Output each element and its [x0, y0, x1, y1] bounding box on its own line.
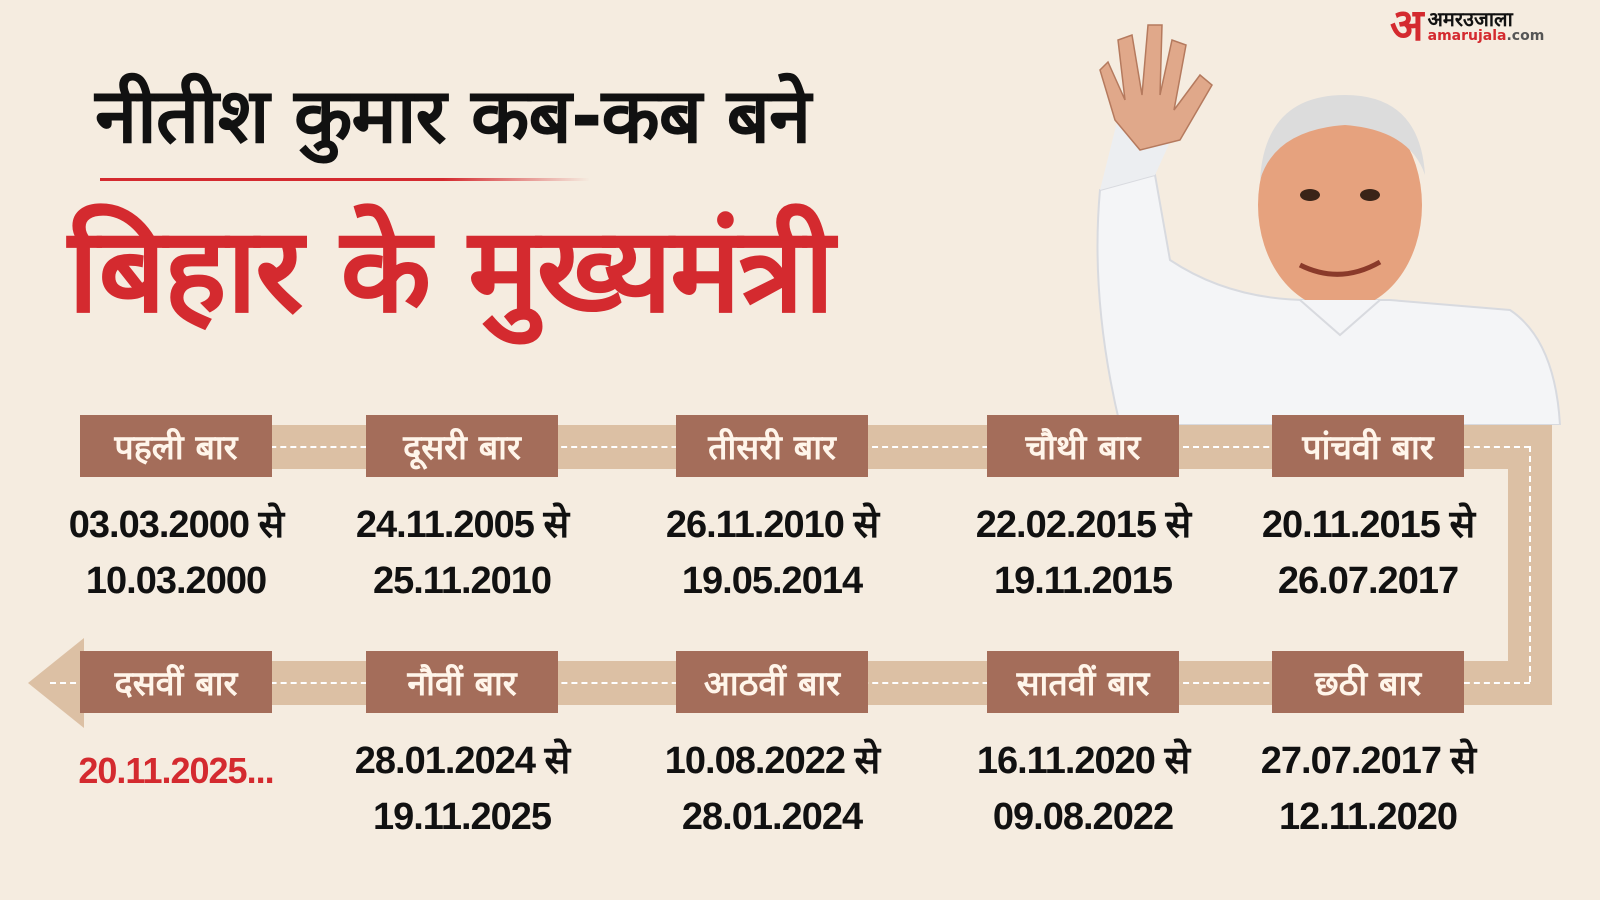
term-end-date: 19.11.2015	[993, 560, 1173, 602]
logo-tld: .com	[1506, 28, 1545, 44]
term-start-date: 27.07.2017 से	[1260, 740, 1476, 782]
term-dates: 20.11.2015 से 26.07.2017	[1238, 497, 1498, 609]
term-start-date: 28.01.2024 से	[354, 740, 570, 782]
term-label: चौथी बार	[987, 415, 1179, 477]
term-dates: 24.11.2005 से 25.11.2010	[332, 497, 592, 609]
term-label: सातवीं बार	[987, 651, 1179, 713]
term-start-date: 20.11.2025...	[78, 750, 274, 791]
term-dates: 22.02.2015 से 19.11.2015	[953, 497, 1213, 609]
term-end-date: 19.05.2014	[681, 560, 863, 602]
term-label: दसवीं बार	[80, 651, 272, 713]
term-label: छठी बार	[1272, 651, 1464, 713]
term-start-date: 03.03.2000 से	[68, 504, 284, 546]
term-end-date: 12.11.2020	[1278, 796, 1458, 838]
logo-name-english: amarujala.com	[1428, 29, 1545, 43]
term-start-date: 24.11.2005 से	[355, 504, 569, 546]
term-label: आठवीं बार	[676, 651, 868, 713]
logo-mark: अ	[1390, 0, 1424, 51]
term-dates: 16.11.2020 से 09.08.2022	[953, 733, 1213, 845]
term-dates: 28.01.2024 से 19.11.2025	[332, 733, 592, 845]
term-label: तीसरी बार	[676, 415, 868, 477]
term-end-date: 09.08.2022	[992, 796, 1174, 838]
term-start-date: 16.11.2020 से	[976, 740, 1190, 782]
headline-line1: नीतीश कुमार कब-कब बने	[95, 71, 811, 160]
term-dates: 27.07.2017 से 12.11.2020	[1238, 733, 1498, 845]
term-end-date: 28.01.2024	[681, 796, 863, 838]
term-label: पहली बार	[80, 415, 272, 477]
term-start-date: 22.02.2015 से	[975, 504, 1191, 546]
headline-line2: बिहार के मुख्यमंत्री	[68, 201, 835, 339]
term-end-date: 26.07.2017	[1277, 560, 1459, 602]
term-label: दूसरी बार	[366, 415, 558, 477]
term-dates: 20.11.2025...	[46, 743, 306, 799]
term-start-date: 10.08.2022 से	[664, 740, 880, 782]
nitish-kumar-photo	[1096, 24, 1562, 425]
timeline-dash-right	[1529, 446, 1531, 682]
headline-divider	[100, 178, 590, 181]
term-end-date: 19.11.2025	[372, 796, 552, 838]
term-start-date: 26.11.2010 से	[665, 504, 879, 546]
term-label: नौवीं बार	[366, 651, 558, 713]
term-dates: 03.03.2000 से 10.03.2000	[46, 497, 306, 609]
term-end-date: 10.03.2000	[85, 560, 267, 602]
amarujala-logo: अ अमरउजाला amarujala.com	[1390, 0, 1545, 51]
term-dates: 10.08.2022 से 28.01.2024	[642, 733, 902, 845]
term-dates: 26.11.2010 से 19.05.2014	[642, 497, 902, 609]
logo-name-hindi: अमरउजाला	[1427, 7, 1513, 31]
term-start-date: 20.11.2015 से	[1261, 504, 1475, 546]
logo-en-name: amarujala	[1427, 28, 1507, 44]
term-label: पांचवी बार	[1272, 415, 1464, 477]
term-end-date: 25.11.2010	[372, 560, 552, 602]
